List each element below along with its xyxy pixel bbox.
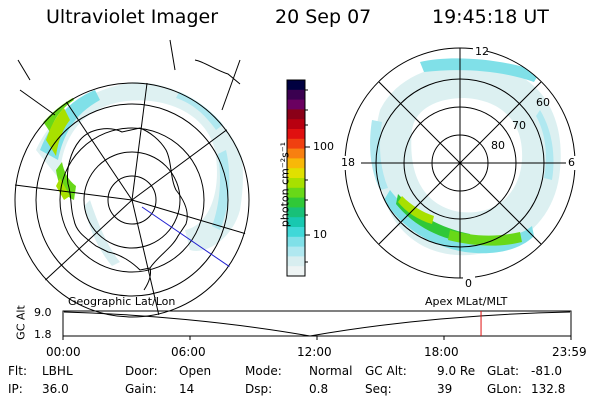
geographic-map-label: Geographic Lat/Lon xyxy=(68,295,176,308)
timeline-axis-label: GC Alt xyxy=(14,305,28,340)
colorbar-label: photon cm⁻²s⁻¹ xyxy=(278,141,292,228)
colorbar-tick-10: 10 xyxy=(313,228,327,241)
mlt-label-18: 18 xyxy=(341,156,355,169)
geo-outer-lines xyxy=(17,39,241,116)
colorbar-segment xyxy=(287,129,305,140)
status-value: Normal xyxy=(309,364,353,378)
timeline-ytick-9: 9.0 xyxy=(34,306,52,319)
mlat-label-80: 80 xyxy=(491,139,505,152)
status-label: Dsp: xyxy=(245,382,273,396)
status-value: 0.8 xyxy=(309,382,329,396)
status-value: 132.8 xyxy=(531,382,566,396)
colorbar-segment xyxy=(287,236,305,248)
status-label: Seq: xyxy=(365,382,392,396)
continent-outline xyxy=(67,127,188,271)
status-value: 36.0 xyxy=(42,382,69,396)
colorbar-segment xyxy=(287,119,305,130)
geographic-map xyxy=(14,82,250,318)
altitude-timeline xyxy=(62,310,572,340)
mlt-grid xyxy=(345,48,575,278)
colorbar-segment xyxy=(287,89,305,101)
status-label: Mode: xyxy=(245,364,282,378)
auroral-oval-mag xyxy=(370,58,561,256)
timeline-xtick-3: 18:00 xyxy=(424,345,459,359)
status-value: -81.0 xyxy=(531,364,563,378)
status-label: IP: xyxy=(8,382,23,396)
colorbar-segment xyxy=(287,227,305,238)
colorbar-segment xyxy=(287,109,305,120)
lon-grid-geo xyxy=(14,82,250,318)
timeline-xtick-0: 00:00 xyxy=(46,345,81,359)
apex-map xyxy=(339,46,580,288)
colorbar-segment xyxy=(287,256,305,267)
colorbar-ticks xyxy=(305,89,310,263)
colorbar-segment xyxy=(287,158,305,169)
colorbar xyxy=(287,80,305,277)
colorbar-segment xyxy=(287,80,305,91)
status-label: GC Alt: xyxy=(365,364,407,378)
mlat-label-60: 60 xyxy=(536,96,550,109)
instrument-title: Ultraviolet Imager xyxy=(46,6,219,28)
colorbar-segment xyxy=(287,138,305,150)
colorbar-segment xyxy=(287,266,305,277)
status-value: 39 xyxy=(437,382,453,396)
colorbar-segment xyxy=(287,148,305,159)
colorbar-segment xyxy=(287,217,305,228)
mlt-label-6: 6 xyxy=(568,156,575,169)
colorbar-segment xyxy=(287,99,305,110)
colorbar-segment xyxy=(287,187,305,199)
status-label: Door: xyxy=(125,364,158,378)
lat-grid-geo xyxy=(14,82,250,318)
colorbar-segment xyxy=(287,168,305,179)
auroral-oval-geo xyxy=(36,82,243,266)
status-label: Gain: xyxy=(125,382,157,396)
status-label: GLat: xyxy=(487,364,520,378)
timeline-ytick-1-8: 1.8 xyxy=(34,328,52,341)
altitude-curve xyxy=(63,311,571,337)
status-label: Flt: xyxy=(8,364,27,378)
colorbar-segment xyxy=(287,207,305,218)
mlt-label-12: 12 xyxy=(475,45,489,58)
colorbar-tick-100: 100 xyxy=(313,140,334,153)
timeline-xtick-2: 12:00 xyxy=(297,345,332,359)
status-value: Open xyxy=(179,364,212,378)
timeline-xtick-4: 23:59 xyxy=(552,345,587,359)
status-value: LBHL xyxy=(42,364,73,378)
time-label: 19:45:18 UT xyxy=(432,6,549,28)
status-value: 14 xyxy=(179,382,195,396)
apex-map-label: Apex MLat/MLT xyxy=(425,295,508,308)
status-value: 9.0 Re xyxy=(437,364,476,378)
colorbar-segment xyxy=(287,246,305,257)
status-label: GLon: xyxy=(487,382,522,396)
colorbar-frame xyxy=(286,79,306,277)
mlt-label-0: 0 xyxy=(465,277,472,290)
date-label: 20 Sep 07 xyxy=(275,6,372,28)
mlat-label-70: 70 xyxy=(512,119,526,132)
timeline-xtick-1: 06:00 xyxy=(171,345,206,359)
colorbar-segment xyxy=(287,178,305,189)
colorbar-segment xyxy=(287,197,305,208)
